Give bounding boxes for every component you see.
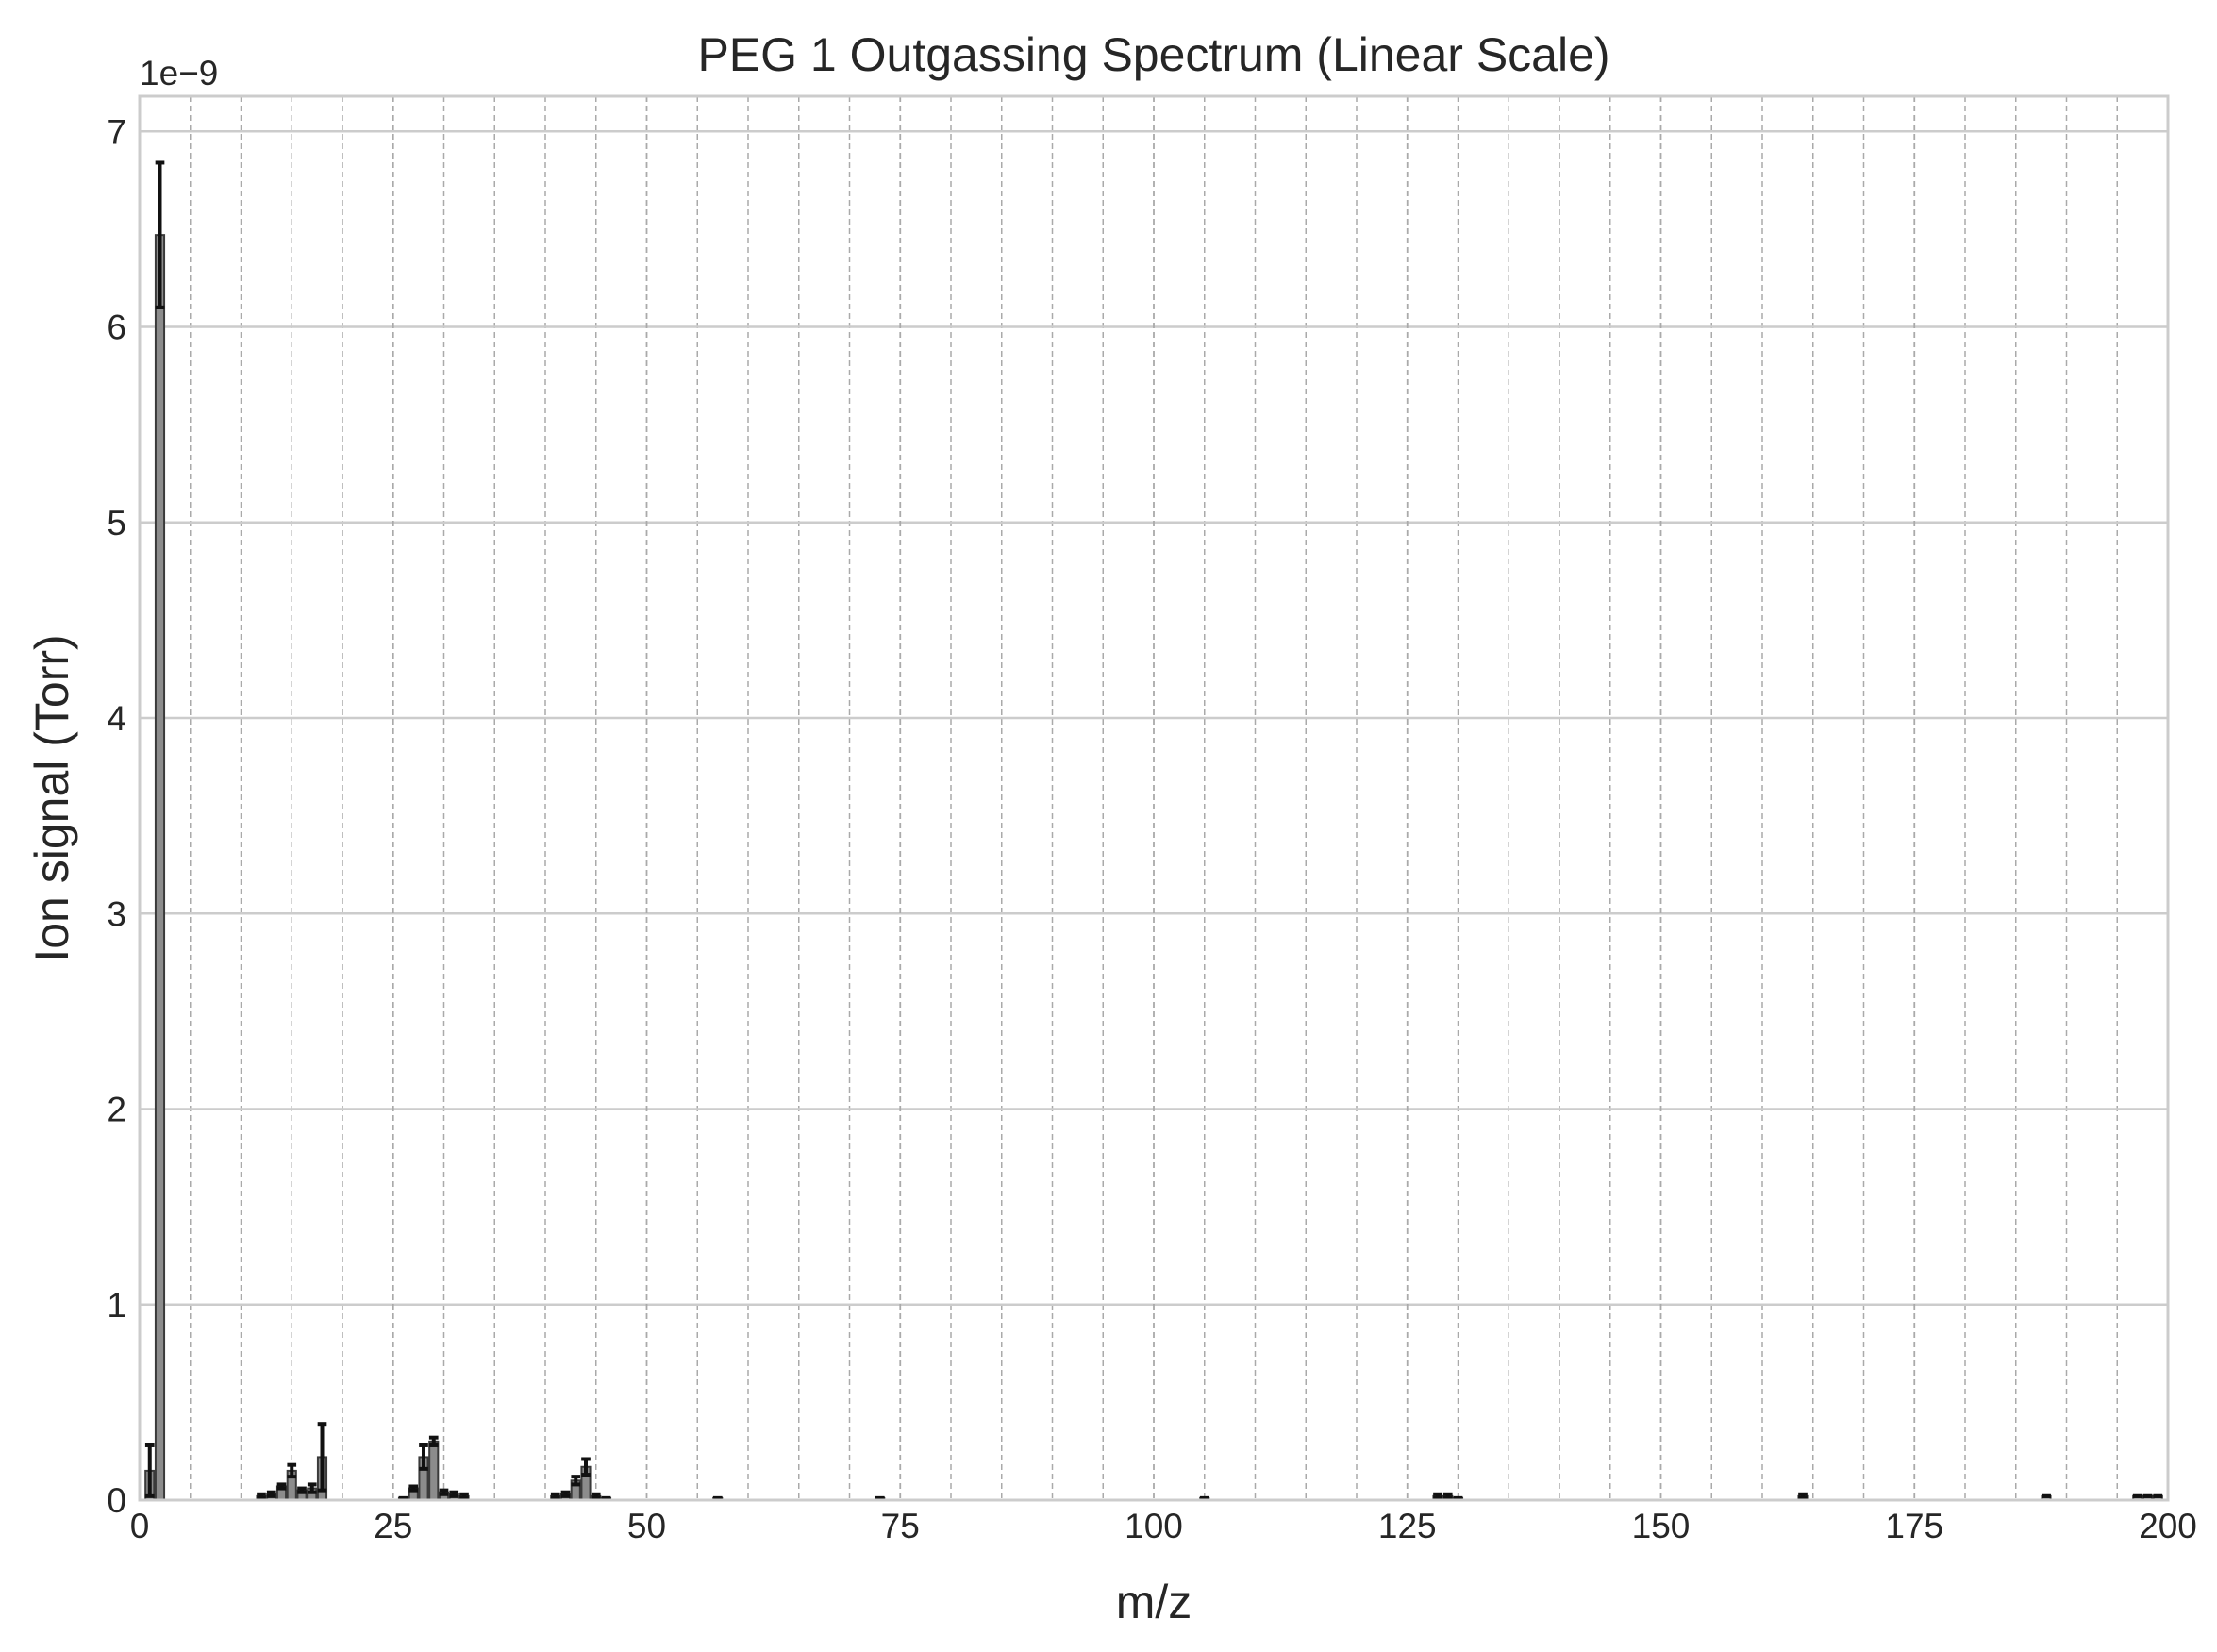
error-bar [439, 1488, 449, 1496]
error-bar [1798, 1492, 1808, 1500]
x-tick-label: 125 [1378, 1507, 1437, 1545]
y-axis-ticks: 0 1 2 3 4 5 6 7 [107, 112, 126, 1520]
error-bar [581, 1457, 591, 1477]
error-bar [408, 1484, 419, 1493]
x-axis-ticks: 0 25 50 75 100 125 150 175 200 [130, 1507, 2197, 1545]
x-tick-label: 25 [374, 1507, 412, 1545]
chart-title: PEG 1 Outgassing Spectrum (Linear Scale) [697, 28, 1609, 81]
x-axis-label: m/z [1116, 1576, 1192, 1628]
error-bar [571, 1475, 581, 1487]
y-tick-label: 4 [107, 699, 126, 738]
minor-gridlines [190, 96, 2118, 1500]
y-tick-label: 0 [107, 1481, 126, 1520]
x-tick-label: 175 [1885, 1507, 1943, 1545]
y-axis-label: Ion signal (Torr) [25, 634, 78, 961]
y-axis-offset-label: 1e−9 [140, 54, 218, 92]
plot-frame [138, 94, 2170, 1502]
x-tick-label: 200 [2139, 1507, 2197, 1545]
x-tick-label: 150 [1632, 1507, 1691, 1545]
error-bar [449, 1490, 459, 1498]
error-bar [307, 1482, 317, 1494]
y-tick-label: 7 [107, 112, 126, 151]
error-bar [560, 1490, 571, 1498]
bar-series [144, 234, 2163, 1502]
x-tick-label: 50 [627, 1507, 666, 1545]
error-bar [428, 1435, 439, 1447]
error-bar-series [144, 160, 2163, 1500]
error-bar [276, 1482, 287, 1491]
y-tick-label: 2 [107, 1091, 126, 1129]
error-bar [155, 160, 165, 309]
y-tick-label: 1 [107, 1286, 126, 1325]
error-bar [591, 1492, 601, 1500]
x-tick-label: 0 [130, 1507, 150, 1545]
x-tick-label: 75 [881, 1507, 920, 1545]
error-bar [419, 1443, 428, 1471]
error-bar [1433, 1492, 1442, 1500]
error-bar [550, 1492, 560, 1500]
error-bar [257, 1492, 266, 1500]
error-bar [459, 1492, 469, 1500]
error-bar [1442, 1492, 1453, 1500]
x-tick-label: 100 [1125, 1507, 1183, 1545]
error-bar [317, 1422, 327, 1493]
error-bar [144, 1443, 155, 1498]
error-bar [287, 1462, 297, 1479]
y-tick-label: 5 [107, 504, 126, 542]
y-tick-label: 6 [107, 309, 126, 347]
error-bar [297, 1486, 307, 1494]
bar [428, 1440, 440, 1501]
error-bar [266, 1490, 276, 1498]
bar [154, 234, 166, 1501]
y-tick-label: 3 [107, 894, 126, 933]
